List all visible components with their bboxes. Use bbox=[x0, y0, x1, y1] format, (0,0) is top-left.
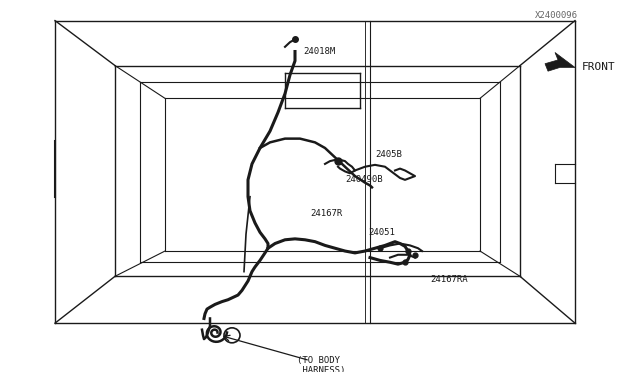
Text: 24167RA: 24167RA bbox=[430, 275, 468, 283]
Polygon shape bbox=[545, 52, 575, 71]
Text: 240490B: 240490B bbox=[345, 175, 383, 185]
Text: 2405B: 2405B bbox=[375, 150, 402, 159]
Text: 24167R: 24167R bbox=[310, 209, 342, 218]
Text: 24051: 24051 bbox=[368, 228, 395, 237]
Text: (TO BODY
 HARNESS): (TO BODY HARNESS) bbox=[297, 356, 346, 372]
Text: 24018M: 24018M bbox=[303, 47, 335, 56]
Text: X2400096: X2400096 bbox=[535, 11, 579, 20]
Text: FRONT: FRONT bbox=[582, 62, 616, 73]
